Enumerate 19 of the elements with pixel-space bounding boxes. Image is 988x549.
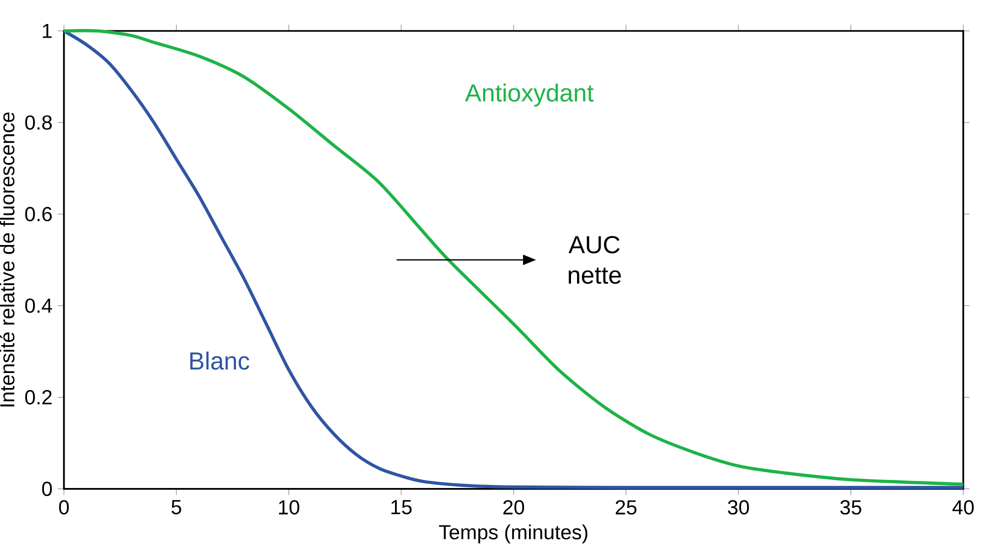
y-tick-label: 1 bbox=[42, 24, 52, 38]
x-tick-label: 15 bbox=[391, 500, 412, 514]
x-tick-label: 5 bbox=[172, 500, 182, 514]
annotation: AUC nette bbox=[568, 236, 621, 284]
y-tick-label: 0.6 bbox=[25, 207, 52, 222]
x-tick-label: 20 bbox=[503, 500, 524, 515]
y-tick-label: 0.4 bbox=[25, 298, 52, 314]
x-tick-label: 10 bbox=[279, 500, 300, 515]
x-axis-title: Temps (minutes) bbox=[439, 524, 588, 544]
x-tick-label: 40 bbox=[952, 500, 974, 515]
y-tick-label: 0 bbox=[42, 482, 52, 496]
x-tick-label: 35 bbox=[840, 500, 862, 515]
y-tick-label: 0.2 bbox=[25, 390, 52, 405]
y-tick-label: 0.8 bbox=[25, 115, 52, 130]
text: Antioxydant bbox=[464, 84, 594, 107]
x-tick-label: 0 bbox=[59, 500, 69, 515]
x-tick-label: 25 bbox=[616, 500, 636, 515]
x-tick-label: 30 bbox=[728, 500, 749, 515]
series-label: Blanc bbox=[190, 352, 250, 370]
